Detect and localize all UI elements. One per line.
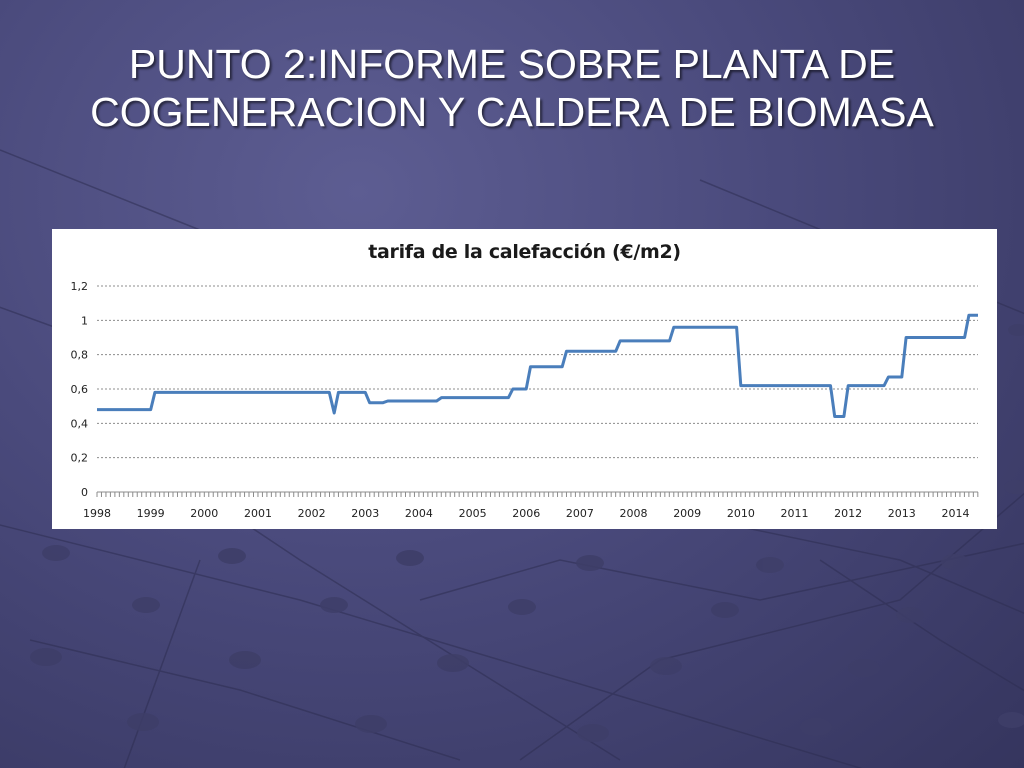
x-tick-label: 2002 — [298, 507, 326, 520]
x-tick-label: 2004 — [405, 507, 433, 520]
y-tick-label: 0,8 — [71, 349, 89, 362]
slide-title: PUNTO 2:INFORME SOBRE PLANTA DE COGENERA… — [20, 40, 1004, 136]
x-tick-label: 2003 — [351, 507, 379, 520]
chart-panel: tarifa de la calefacción (€/m2) 0 0,2 0,4 0… — [52, 229, 997, 529]
x-tick-label: 2000 — [190, 507, 218, 520]
x-tick-label: 2008 — [620, 507, 648, 520]
x-tick-label: 2014 — [941, 507, 969, 520]
y-tick-label: 0 — [81, 486, 88, 499]
x-tick-label: 2001 — [244, 507, 272, 520]
line-chart: 0 0,2 0,4 0,6 0,8 1 1,2 1998 1999 2000 2001 2002 200… — [71, 280, 979, 520]
y-tick-label: 1 — [81, 314, 88, 327]
series-line — [97, 313, 978, 418]
y-tick-label: 1,2 — [71, 280, 89, 293]
x-tick-label: 2007 — [566, 507, 594, 520]
x-tick-label: 1999 — [137, 507, 165, 520]
slide-title-line2: COGENERACION Y CALDERA DE BIOMASA — [90, 89, 934, 135]
x-tick-label: 1998 — [83, 507, 111, 520]
x-tick-label: 2005 — [459, 507, 487, 520]
y-tick-label: 0,6 — [71, 383, 89, 396]
chart-title: tarifa de la calefacción (€/m2) — [368, 241, 681, 263]
x-tick-label: 2006 — [512, 507, 540, 520]
x-tick-label: 2011 — [781, 507, 809, 520]
y-tick-label: 0,4 — [71, 417, 89, 430]
slide-title-line1: PUNTO 2:INFORME SOBRE PLANTA DE — [128, 41, 896, 87]
y-tick-label: 0,2 — [71, 452, 89, 465]
x-tick-label: 2012 — [834, 507, 862, 520]
x-tick-label: 2013 — [888, 507, 916, 520]
x-tick-label: 2009 — [673, 507, 701, 520]
x-tick-label: 2010 — [727, 507, 755, 520]
